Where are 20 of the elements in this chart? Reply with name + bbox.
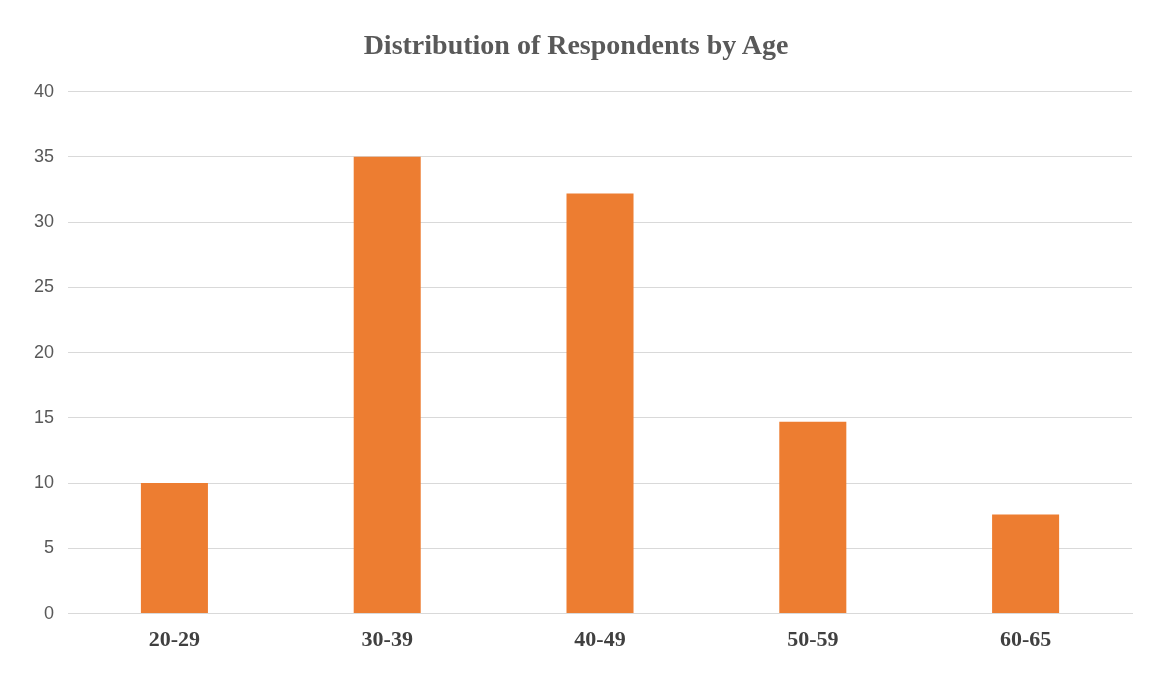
y-tick-label: 0 xyxy=(44,602,55,623)
y-tick-label: 20 xyxy=(33,341,55,362)
bar xyxy=(566,193,634,614)
y-tick-label: 40 xyxy=(33,80,55,101)
y-tick-label: 35 xyxy=(33,145,55,166)
bar xyxy=(353,156,421,614)
y-tick-label: 10 xyxy=(33,472,55,493)
x-tick-label: 20-29 xyxy=(148,626,201,652)
chart-title: Distribution of Respondents by Age xyxy=(363,29,789,61)
bar xyxy=(779,421,847,614)
y-tick-label: 30 xyxy=(33,211,55,232)
y-tick-label: 15 xyxy=(33,406,55,427)
y-tick-label: 5 xyxy=(44,537,55,558)
bar xyxy=(992,514,1060,614)
x-tick-label: 60-65 xyxy=(999,626,1052,652)
y-tick-label: 25 xyxy=(33,276,55,297)
bar xyxy=(140,483,208,614)
x-tick-label: 30-39 xyxy=(361,626,413,652)
x-tick-label: 40-49 xyxy=(574,626,626,652)
x-tick-label: 50-59 xyxy=(787,626,839,652)
